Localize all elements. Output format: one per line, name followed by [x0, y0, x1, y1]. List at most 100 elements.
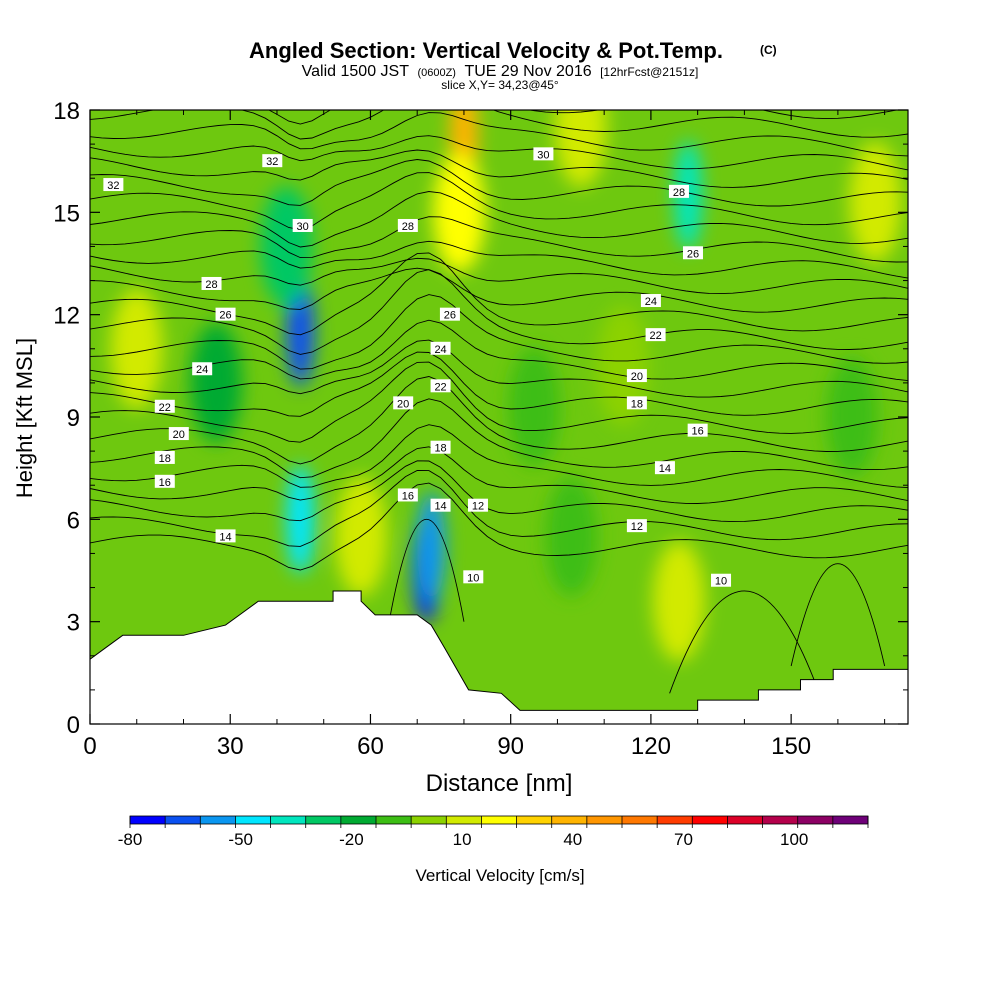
colorbar-tick-label: 100 — [780, 830, 808, 849]
colorbar-swatch — [165, 816, 201, 824]
contour-label-text: 30 — [537, 149, 549, 161]
contour-label: 14 — [654, 461, 675, 475]
colorbar-tick-label: -20 — [339, 830, 364, 849]
contour-label-text: 32 — [266, 156, 278, 168]
colorbar-swatch — [130, 816, 166, 824]
x-tick-label: 30 — [217, 733, 244, 760]
y-axis: 0 3 6 9 12 15 18 — [53, 98, 908, 739]
velocity-cell-16 — [596, 305, 649, 426]
colorbar-tick-label: 10 — [453, 830, 472, 849]
contour-label-text: 16 — [692, 426, 704, 438]
valid-date: TUE 29 Nov 2016 — [464, 63, 591, 80]
contour-label: 20 — [393, 396, 414, 410]
colorbar-tick-label: 40 — [563, 830, 582, 849]
contour-label: 22 — [430, 379, 451, 393]
velocity-cell-9 — [849, 142, 902, 263]
x-tick-label: 120 — [631, 733, 671, 760]
velocity-cell-14 — [825, 357, 878, 477]
contour-label-text: 32 — [107, 180, 119, 192]
y-tick-label: 18 — [53, 98, 80, 125]
contour-label: 24 — [192, 362, 213, 376]
chart-title-unit: (C) — [760, 43, 777, 57]
contour-label-text: 28 — [205, 279, 217, 291]
colorbar-swatch — [797, 816, 834, 824]
colorbar-swatch — [305, 816, 342, 824]
velocity-cell-15 — [545, 476, 598, 597]
contour-label: 30 — [292, 218, 313, 233]
contour-label: 20 — [626, 369, 647, 383]
y-tick-label: 0 — [67, 712, 80, 739]
contour-label: 18 — [626, 396, 647, 410]
theta-contour — [268, 110, 900, 125]
contour-label-text: 24 — [434, 344, 446, 356]
contour-label: 14 — [215, 529, 236, 543]
contour-label-text: 18 — [434, 443, 446, 455]
y-axis-label: Height [Kft MSL] — [12, 338, 37, 498]
terrain — [90, 590, 908, 724]
contour-label-text: 26 — [687, 248, 699, 260]
theta-contour — [90, 191, 908, 248]
contour-label: 16 — [154, 474, 175, 489]
contour-label-text: 24 — [196, 364, 208, 376]
contour-label: 14 — [430, 498, 451, 513]
colorbar-label: Vertical Velocity [cm/s] — [415, 866, 584, 885]
theta-contour — [90, 351, 908, 417]
x-tick-label: 0 — [83, 733, 96, 760]
contour-label-text: 20 — [631, 371, 643, 383]
contour-label-text: 12 — [631, 521, 643, 533]
theta-contour — [90, 269, 908, 355]
contour-label-text: 26 — [219, 310, 231, 322]
colorbar-swatch — [411, 816, 447, 824]
contour-label: 24 — [430, 341, 451, 356]
contour-label: 32 — [262, 154, 283, 168]
x-tick-label: 150 — [771, 733, 811, 760]
contour-label-text: 12 — [472, 501, 484, 513]
y-tick-label: 9 — [67, 405, 80, 432]
colorbar-swatch — [200, 816, 236, 824]
velocity-cell-0 — [286, 276, 315, 387]
contour-label: 16 — [687, 423, 708, 438]
valid-utc: (0600Z) — [417, 67, 456, 79]
theta-contour — [90, 460, 908, 523]
contour-label-text: 10 — [715, 576, 727, 588]
velocity-cell-1 — [286, 464, 315, 575]
theta-contour — [90, 361, 908, 443]
chart-title: Angled Section: Vertical Velocity & Pot.… — [249, 38, 723, 63]
contour-label-text: 28 — [673, 187, 685, 199]
contour-label: 12 — [467, 498, 488, 513]
theta-contour — [90, 294, 908, 370]
contour-label-text: 16 — [402, 490, 414, 502]
contour-label: 24 — [640, 294, 661, 308]
colorbar-swatch — [516, 816, 553, 824]
contour-label-text: 16 — [159, 477, 171, 489]
theta-contour — [90, 112, 908, 157]
x-tick-label: 90 — [497, 733, 524, 760]
contour-label-text: 14 — [219, 531, 231, 543]
colorbar-swatch — [270, 816, 307, 824]
valid-prefix: Valid 1500 JST — [302, 63, 410, 80]
x-axis: 0 30 60 90 120 150 — [83, 110, 886, 760]
colorbar-tick-label: -50 — [228, 830, 253, 849]
velocity-cell-12 — [260, 186, 313, 307]
contour-label: 28 — [201, 276, 222, 291]
theta-contour — [90, 159, 908, 207]
contour-label-text: 20 — [397, 398, 409, 410]
contour-label-text: 14 — [434, 501, 446, 513]
valid-time-line: Valid 1500 JST (0600Z) TUE 29 Nov 2016 [… — [302, 63, 699, 80]
theta-contour-low — [790, 563, 886, 667]
contour-label: 12 — [626, 519, 647, 533]
contour-label-text: 14 — [659, 463, 671, 475]
contour-label-text: 18 — [631, 398, 643, 410]
contour-label-text: 26 — [444, 310, 456, 322]
colorbar-swatch — [481, 816, 518, 824]
contour-label: 18 — [430, 440, 451, 455]
theta-contour — [90, 240, 908, 279]
contour-label-text: 22 — [159, 402, 171, 414]
theta-contour — [90, 135, 908, 171]
velocity-cell-13 — [190, 322, 243, 443]
theta-contour — [90, 172, 908, 231]
contour-label: 28 — [668, 184, 689, 199]
colorbar-tick-label: -80 — [118, 830, 143, 849]
